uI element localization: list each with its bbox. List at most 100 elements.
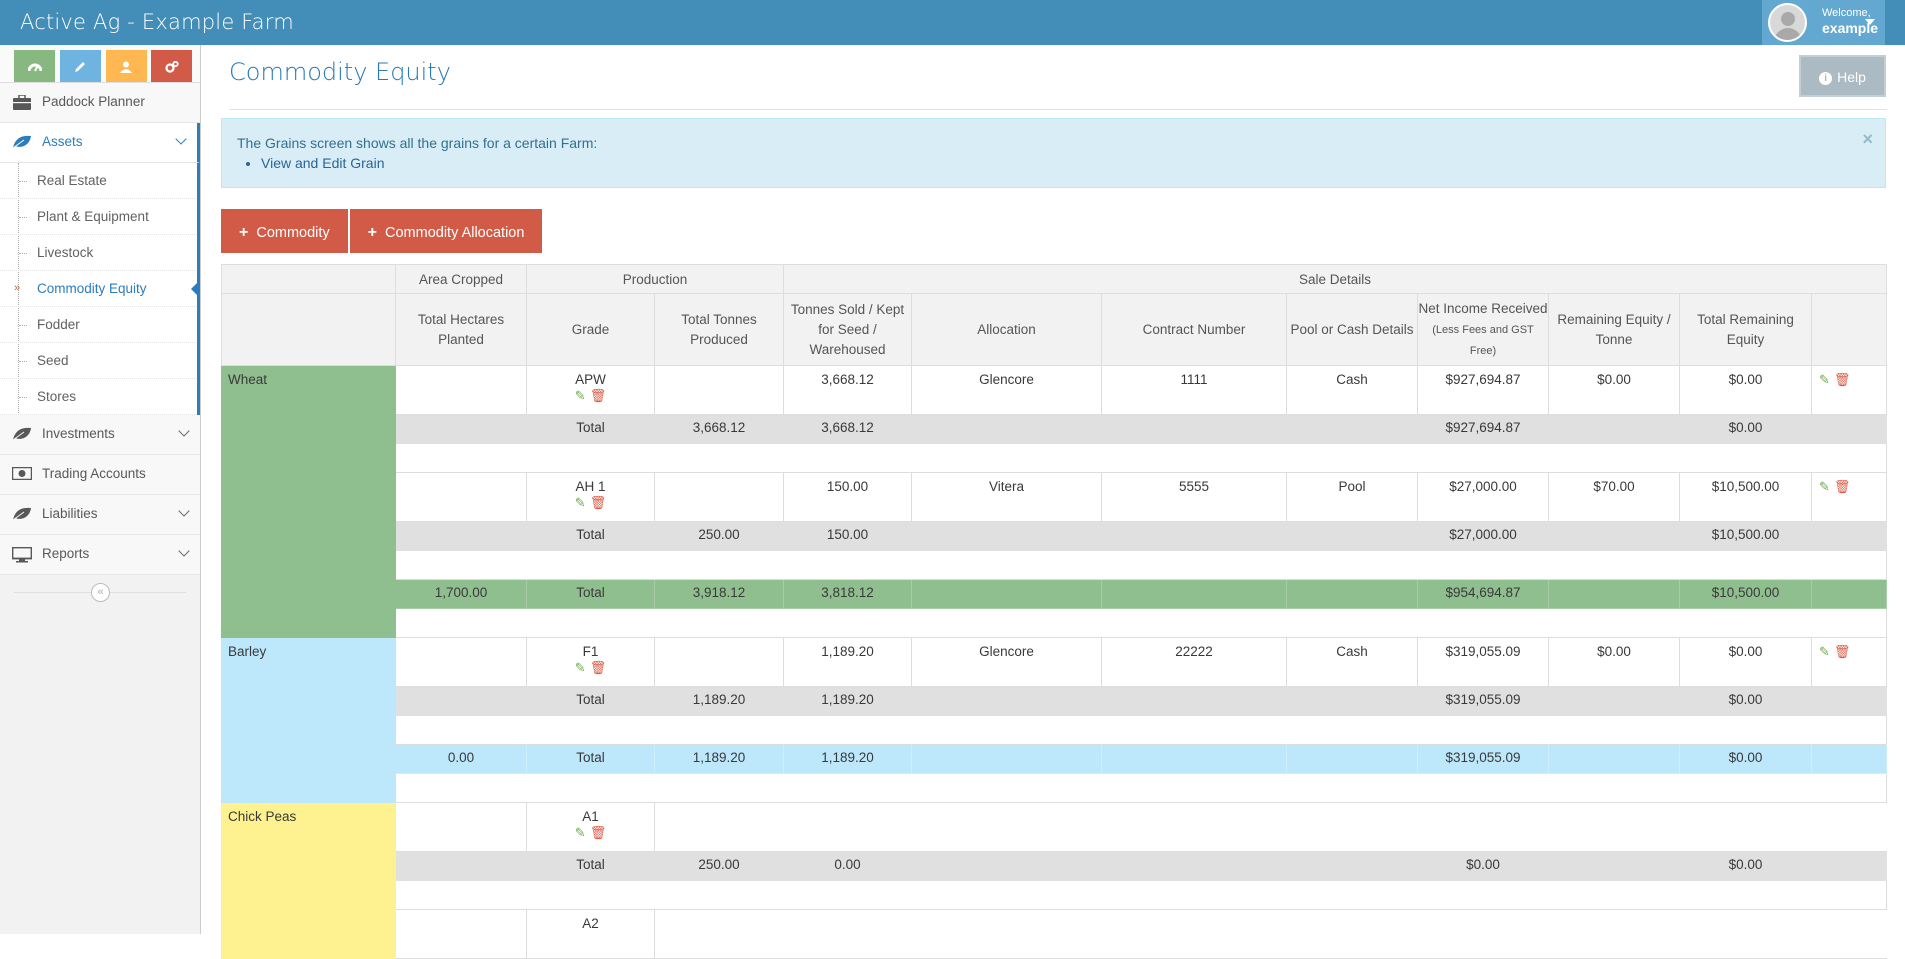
spacer-row [222, 443, 1888, 473]
button-label: Commodity Allocation [385, 225, 525, 241]
cell [1811, 579, 1888, 609]
cell: 3,668.12 [653, 414, 785, 444]
cell: 1,189.20 [783, 686, 913, 716]
edit-shortcut-button[interactable] [59, 50, 101, 82]
shortcuts-bar [0, 45, 200, 83]
trash-icon[interactable]: 🗑 [589, 388, 607, 403]
main-content: Commodity Equity i Help The Grains screen… [202, 45, 1905, 959]
cell: Cash [1286, 637, 1419, 687]
cell [1286, 851, 1419, 881]
cell [395, 686, 527, 716]
plus-icon: + [367, 224, 378, 241]
sidebar: Paddock Planner Assets Real Estate Plant… [0, 45, 201, 934]
subtotal-row: Total 1,189.20 1,189.20 $319,055.09 $0.0… [222, 686, 1888, 716]
user-menu[interactable]: Welcome, example [1762, 0, 1885, 45]
trash-icon[interactable]: 🗑 [589, 825, 607, 840]
help-button[interactable]: i Help [1799, 55, 1886, 97]
cell [1101, 579, 1288, 609]
cell [911, 686, 1103, 716]
cell [653, 637, 785, 687]
pencil-icon[interactable]: ✎ [574, 495, 586, 510]
pencil-icon[interactable]: ✎ [1819, 479, 1830, 494]
trash-icon[interactable]: 🗑 [1833, 644, 1851, 659]
add-commodity-button[interactable]: + Commodity [221, 209, 348, 253]
sidebar-item-label: Trading Accounts [42, 466, 146, 481]
pencil-icon[interactable]: ✎ [1819, 372, 1830, 387]
cell: Pool [1286, 472, 1419, 522]
sidebar-item-liabilities[interactable]: Liabilities [0, 495, 200, 535]
sidebar-subitem-commodity-equity[interactable]: » Commodity Equity [0, 271, 200, 307]
alert-link[interactable]: View and Edit Grain [261, 155, 384, 171]
sidebar-item-label: Assets [42, 134, 83, 149]
button-label: Commodity [256, 225, 330, 241]
sidebar-subitem-stores[interactable]: Stores [0, 379, 197, 415]
pencil-icon[interactable]: ✎ [1819, 644, 1830, 659]
welcome-text: Welcome, [1822, 7, 1871, 19]
sidebar-item-paddock-planner[interactable]: Paddock Planner [0, 83, 200, 123]
total-label: Total [526, 686, 655, 716]
header-produced: Total Tonnes Produced [653, 293, 785, 366]
sidebar-subitem-livestock[interactable]: Livestock [0, 235, 197, 271]
sidebar-item-trading-accounts[interactable]: Trading Accounts [0, 455, 200, 495]
cell [395, 472, 527, 522]
trash-icon[interactable]: 🗑 [589, 660, 607, 675]
sidebar-item-reports[interactable]: Reports [0, 535, 200, 575]
table-row: AH 1 ✎ 🗑 150.00 Vitera 5555 Pool $27,000.0… [222, 472, 1888, 522]
sidebar-item-investments[interactable]: Investments [0, 415, 200, 455]
pencil-icon[interactable]: ✎ [574, 825, 586, 840]
action-buttons: + Commodity + Commodity Allocation [221, 209, 543, 253]
alert-list: View and Edit Grain [261, 155, 384, 171]
cell: $0.00 [1679, 365, 1813, 415]
divider [229, 109, 1887, 110]
cell: $27,000.00 [1417, 521, 1550, 551]
close-icon[interactable]: × [1862, 129, 1873, 149]
cell: $319,055.09 [1417, 744, 1550, 774]
header-actions [1811, 293, 1888, 366]
row-actions: ✎ 🗑 [1811, 365, 1888, 415]
cell [395, 521, 527, 551]
dashboard-shortcut-button[interactable] [14, 50, 55, 82]
total-label: Total [526, 851, 655, 881]
app-title[interactable]: Active Ag - Example Farm [20, 10, 294, 34]
cell: $0.00 [1679, 851, 1813, 881]
settings-shortcut-button[interactable] [151, 50, 193, 82]
sidebar-subitem-plant-equipment[interactable]: Plant & Equipment [0, 199, 197, 235]
grade-cell: AH 1 ✎ 🗑 [526, 472, 655, 522]
trash-icon[interactable]: 🗑 [1833, 479, 1851, 494]
user-name: example [1822, 20, 1879, 36]
cell: $10,500.00 [1679, 472, 1813, 522]
cell [1811, 414, 1888, 444]
add-commodity-allocation-button[interactable]: + Commodity Allocation [349, 209, 543, 253]
cell: $27,000.00 [1417, 472, 1550, 522]
user-shortcut-button[interactable] [105, 50, 147, 82]
cell: Glencore [911, 365, 1103, 415]
spacer-row [222, 550, 1888, 580]
header-grade: Grade [526, 293, 655, 366]
cell: $0.00 [1679, 686, 1813, 716]
chevron-down-icon [178, 505, 190, 517]
cell: 250.00 [653, 521, 785, 551]
trash-icon[interactable]: 🗑 [589, 495, 607, 510]
cell [1286, 579, 1419, 609]
info-alert: The Grains screen shows all the grains f… [221, 118, 1886, 188]
sidebar-collapse: « [0, 575, 200, 611]
grade-cell: A1 ✎ 🗑 [526, 802, 655, 852]
collapse-sidebar-button[interactable]: « [91, 583, 110, 602]
sidebar-item-assets[interactable]: Assets [0, 123, 200, 163]
sidebar-item-label: Investments [42, 426, 115, 441]
pencil-icon[interactable]: ✎ [574, 388, 586, 403]
trash-icon[interactable]: 🗑 [1833, 372, 1851, 387]
chevron-down-icon [178, 425, 190, 437]
sidebar-subitem-fodder[interactable]: Fodder [0, 307, 197, 343]
cell [395, 365, 527, 415]
cell [1811, 744, 1888, 774]
cell [1811, 521, 1888, 551]
pencil-icon[interactable]: ✎ [574, 660, 586, 675]
cell: 1,189.20 [653, 686, 785, 716]
table-row: Wheat APW ✎ 🗑 3,668.12 Glencore 1111 Cash … [221, 365, 1888, 638]
sidebar-subitem-real-estate[interactable]: Real Estate [0, 163, 197, 199]
cell: $70.00 [1548, 472, 1681, 522]
cell [395, 909, 527, 959]
spacer-row [222, 880, 1888, 910]
sidebar-subitem-seed[interactable]: Seed [0, 343, 197, 379]
